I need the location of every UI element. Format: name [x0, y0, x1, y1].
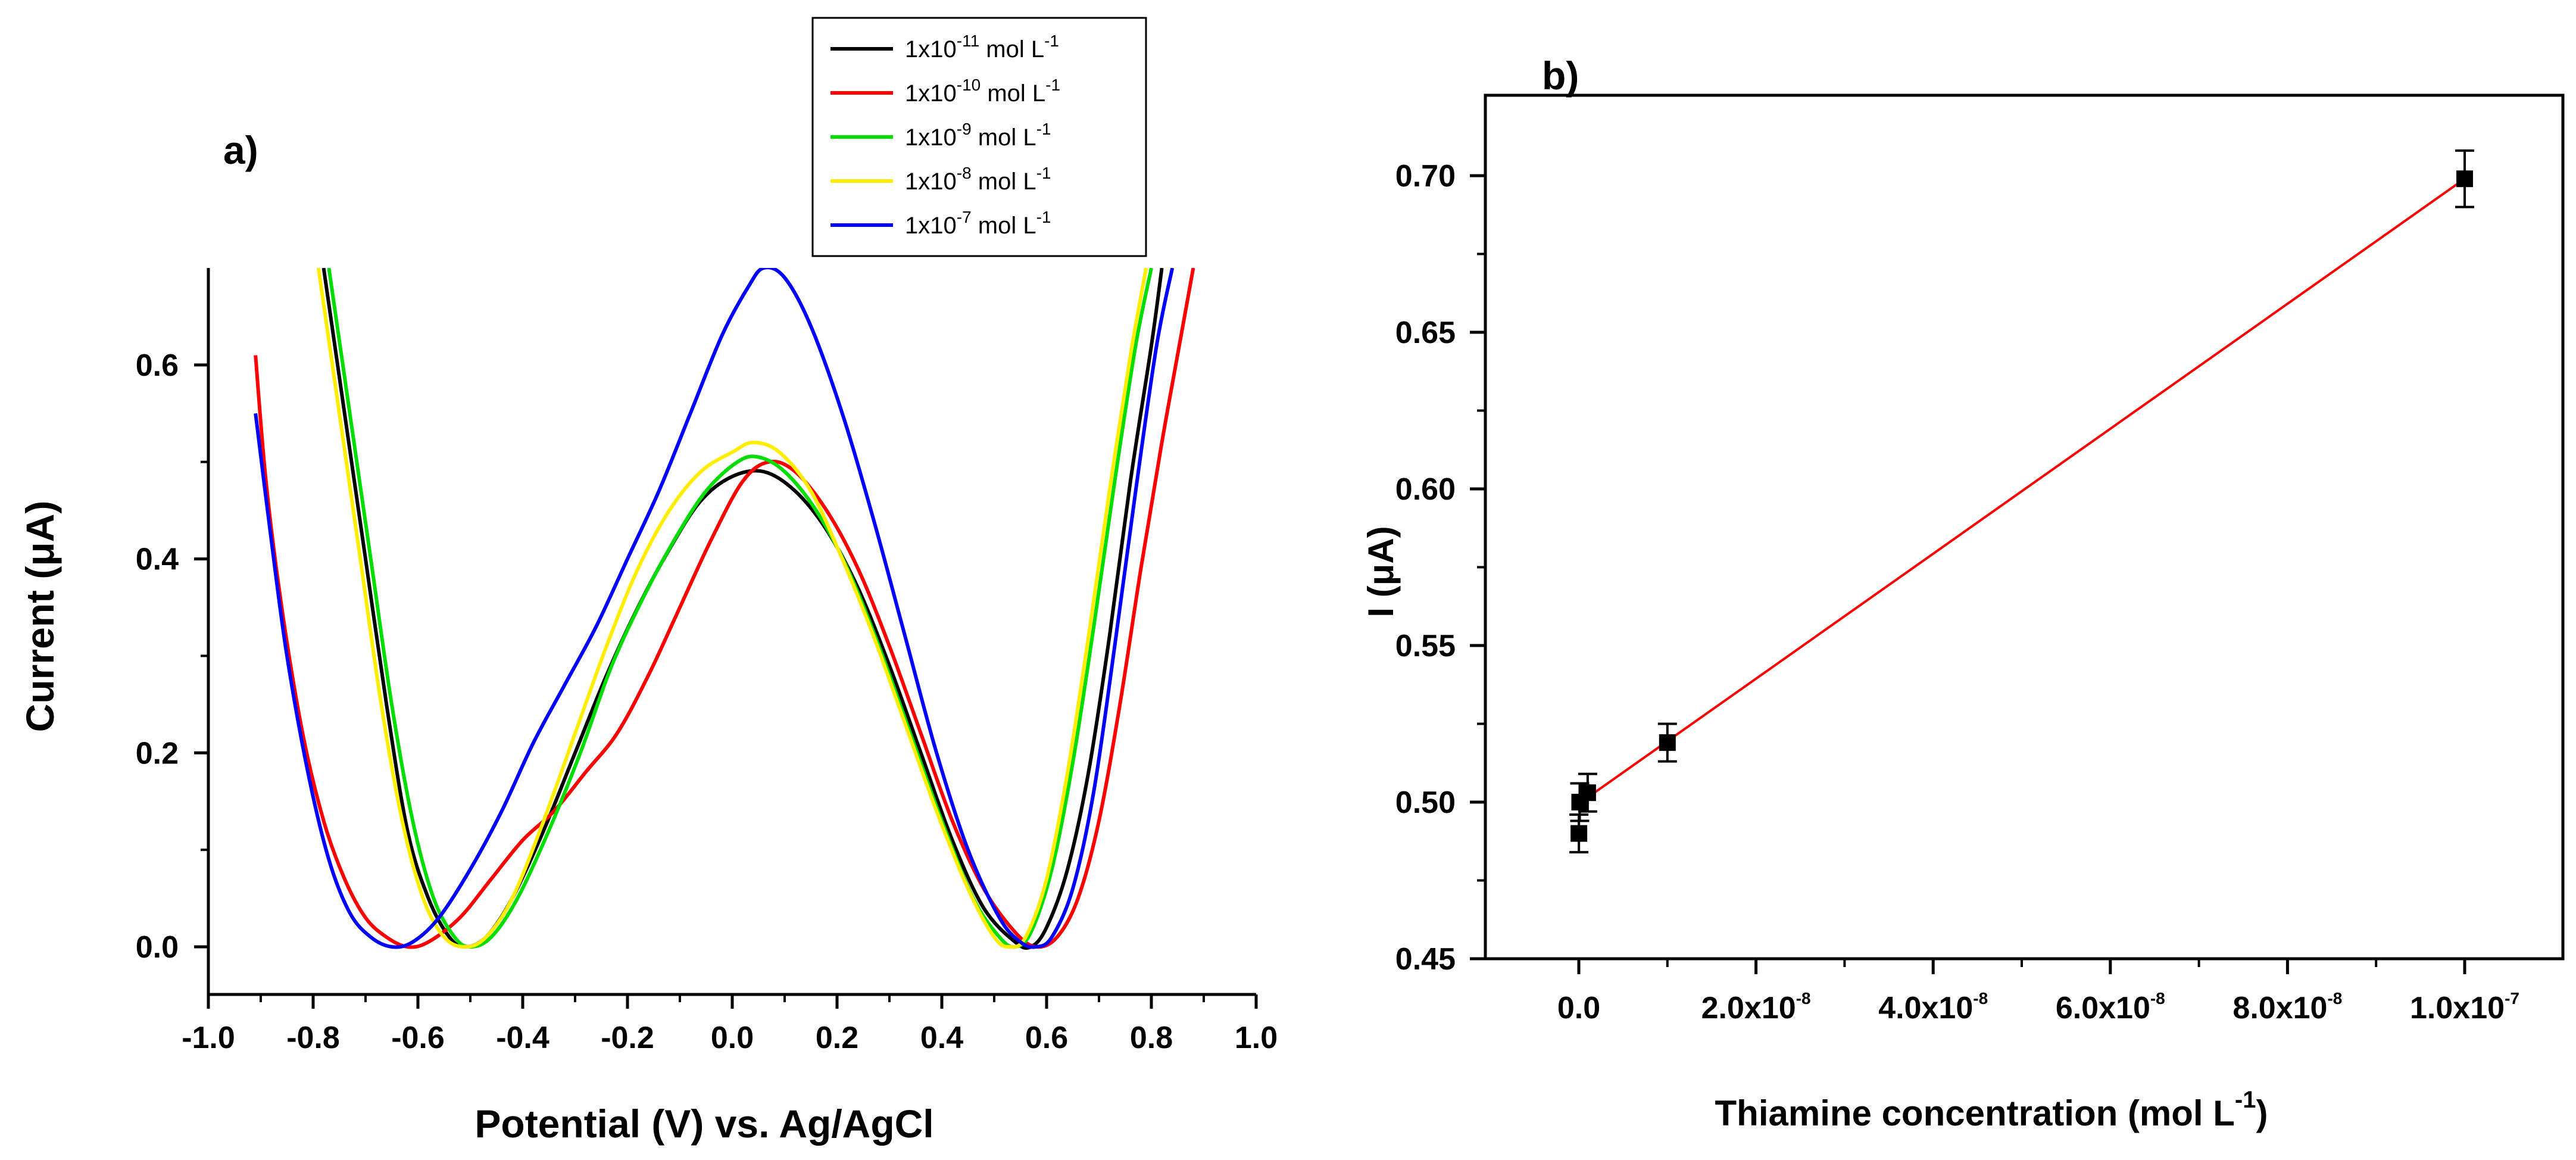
x-tick-label-a: 0.2	[816, 1021, 858, 1055]
plot-frame-b	[1484, 93, 2565, 961]
x-tick-label-b: 1.0x10-7	[2410, 989, 2519, 1025]
x-tick-label-a: 0.8	[1130, 1021, 1173, 1055]
x-tick-label-a: -0.6	[391, 1021, 445, 1055]
legend-a: 1x10-11 mol L-1 1x10-10 mol L-1 1x10-9 mol…	[811, 17, 1147, 257]
series-line-4	[316, 268, 1148, 949]
y-tick-label-a: 0.0	[136, 930, 179, 965]
legend-label-5: 1x10-7 mol L-1	[905, 208, 1051, 239]
x-tick-label-a: -0.4	[496, 1021, 549, 1055]
y-tick-label-b: 0.55	[1395, 629, 1456, 663]
y-tick-label-b: 0.45	[1395, 942, 1456, 977]
y-tick-label-b: 0.70	[1395, 159, 1456, 194]
data-point-5	[2456, 170, 2473, 188]
x-axis-title-b-text: Thiamine concentration (mol L	[1715, 1093, 2235, 1133]
panel-label-b: b)	[1542, 54, 1579, 98]
x-tick-label-b: 2.0x10-8	[1701, 989, 1811, 1025]
x-tick-label-a: 0.0	[711, 1021, 754, 1055]
x-tick-label-b: 4.0x10-8	[1878, 989, 1988, 1025]
x-axis-title-b-close: )	[2256, 1093, 2268, 1133]
x-tick-label-a: 0.6	[1025, 1021, 1068, 1055]
y-tick-labels-b: 0.45 0.50 0.55 0.60 0.65 0.70	[1395, 159, 1485, 977]
series-group-a	[254, 268, 1195, 950]
x-tick-label-a: 1.0	[1235, 1021, 1278, 1055]
y-tick-label-a: 0.6	[136, 348, 179, 383]
legend-label-4: 1x10-8 mol L-1	[905, 164, 1051, 195]
x-tick-label-a: -0.2	[601, 1021, 654, 1055]
x-tick-label-a: -1.0	[182, 1021, 235, 1055]
y-tick-label-b: 0.65	[1395, 316, 1456, 350]
y-tick-label-b: 0.50	[1395, 785, 1456, 820]
x-tick-label-a: -0.8	[286, 1021, 340, 1055]
axes-b	[1484, 93, 2565, 961]
x-tick-label-b: 6.0x10-8	[2056, 989, 2165, 1025]
series-line-5	[254, 268, 1175, 949]
x-axis-title-b-exp: -1	[2235, 1087, 2256, 1113]
chart-panel-b: b) 0.0 2.0x10-8 4.0x10-8 6.0x10-8 8.0x10-8 1.…	[1361, 54, 2565, 1133]
x-tick-label-b: 0.0	[1557, 991, 1600, 1025]
series-line-3	[327, 268, 1153, 949]
legend-label-3: 1x10-9 mol L-1	[905, 120, 1051, 151]
y-axis-title-a: Current (μA)	[18, 501, 62, 732]
x-tick-label-b: 8.0x10-8	[2232, 989, 2342, 1025]
plot-area-b	[1569, 149, 2474, 854]
x-tick-labels-a: -1.0 -0.8 -0.6 -0.4 -0.2 0.0 0.2 0.4 0.6 0.8 1.0	[182, 994, 1278, 1055]
series-line-1	[321, 268, 1164, 950]
x-axis-title-a: Potential (V) vs. Ag/AgCl	[474, 1102, 933, 1146]
y-tick-label-b: 0.60	[1395, 472, 1456, 507]
data-point-3	[1579, 784, 1596, 802]
chart-panel-a: a) -1.0 -0.8 -0.6 -0.4 -0.2 0.0 0.2 0.4 0.6 0.8 1.…	[18, 17, 1278, 1146]
y-axis-title-b: I (μA)	[1361, 526, 1401, 617]
x-tick-labels-b: 0.0 2.0x10-8 4.0x10-8 6.0x10-8 8.0x10-8 1.0x1…	[1557, 959, 2519, 1025]
axes-a	[207, 268, 1256, 996]
y-tick-labels-a: 0.0 0.2 0.4 0.6	[136, 348, 208, 965]
panel-label-a: a)	[223, 128, 258, 172]
legend-label-1: 1x10-11 mol L-1	[905, 32, 1059, 63]
data-point-1	[1570, 825, 1588, 842]
y-tick-label-a: 0.2	[136, 736, 179, 771]
y-tick-label-a: 0.4	[136, 542, 179, 577]
plot-area-a	[254, 268, 1195, 950]
data-point-4	[1659, 734, 1676, 751]
series-line-2	[254, 268, 1195, 949]
fit-line	[1578, 177, 2466, 805]
legend-label-2: 1x10-10 mol L-1	[905, 76, 1060, 107]
x-axis-title-b: Thiamine concentration (mol L-1)	[1715, 1087, 2268, 1133]
x-tick-label-a: 0.4	[920, 1021, 963, 1055]
